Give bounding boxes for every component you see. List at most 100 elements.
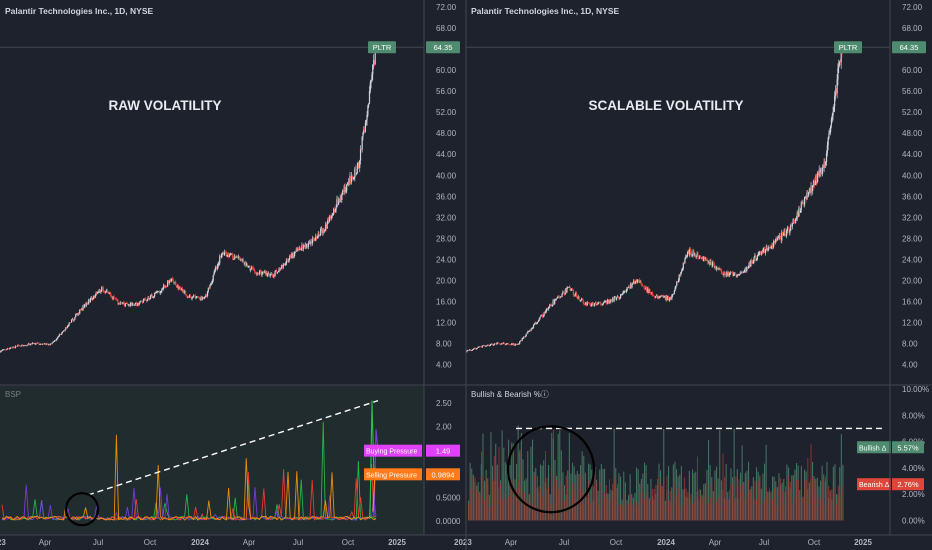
price-axis-label: 8.00 bbox=[436, 340, 452, 349]
bearish-bar bbox=[557, 489, 559, 521]
candle-body bbox=[311, 238, 314, 244]
candle-body bbox=[735, 273, 737, 277]
candle-body bbox=[795, 218, 797, 224]
bearish-bar bbox=[791, 503, 793, 521]
candle-body bbox=[739, 272, 741, 275]
bearish-bar bbox=[583, 502, 585, 521]
time-axis-label: Oct bbox=[610, 538, 623, 547]
bullish-bar bbox=[525, 478, 527, 521]
candle-body bbox=[83, 305, 85, 308]
candle-body bbox=[92, 295, 95, 299]
candle-body bbox=[579, 300, 581, 301]
candle-body bbox=[298, 249, 300, 250]
candle-body bbox=[803, 202, 805, 205]
candle-body bbox=[18, 345, 20, 346]
candle-body bbox=[112, 296, 114, 299]
volatility-watermark: SCALABLE VOLATILITY bbox=[589, 98, 744, 113]
candle-body bbox=[263, 271, 265, 273]
bearish-bar bbox=[741, 483, 743, 521]
candle-body bbox=[523, 336, 525, 339]
candle-body bbox=[76, 314, 78, 315]
candle-body bbox=[650, 292, 652, 294]
bearish-bar bbox=[633, 500, 634, 521]
price-axis-label: 16.00 bbox=[902, 297, 923, 306]
candle-body bbox=[487, 345, 489, 346]
bearish-bar bbox=[637, 505, 639, 521]
candle-body bbox=[838, 61, 841, 66]
candle-body bbox=[2, 349, 4, 351]
candle-body bbox=[79, 309, 81, 314]
candle-body bbox=[584, 304, 586, 306]
candle-body bbox=[640, 281, 642, 284]
indicator-badge bbox=[857, 478, 891, 491]
candle-body bbox=[62, 331, 65, 332]
candle-body bbox=[650, 292, 653, 294]
candle-body bbox=[629, 284, 631, 289]
bullish-bar bbox=[557, 433, 559, 521]
candle-body bbox=[332, 213, 334, 216]
candle-body bbox=[825, 152, 828, 162]
bearish-bar bbox=[644, 498, 646, 521]
bullish-bar bbox=[570, 473, 572, 521]
price-axis-label: 4.00 bbox=[436, 361, 452, 370]
candle-body bbox=[475, 348, 478, 350]
bearish-bar bbox=[482, 476, 484, 521]
candle-body bbox=[203, 297, 205, 299]
candle-body bbox=[472, 349, 474, 350]
candle-body bbox=[269, 275, 271, 276]
candle-body bbox=[684, 258, 686, 263]
candle-body bbox=[284, 264, 286, 266]
candle-body bbox=[214, 270, 216, 273]
bearish-bar bbox=[479, 496, 481, 521]
bullish-bar bbox=[575, 474, 577, 521]
bullish-bar bbox=[775, 481, 777, 521]
candle-body bbox=[789, 230, 791, 233]
bearish-bar bbox=[561, 481, 562, 521]
candle-body bbox=[276, 272, 279, 273]
bearish-bar bbox=[621, 506, 623, 521]
candle-body bbox=[57, 335, 60, 337]
candle-body bbox=[571, 289, 573, 291]
bearish-bar bbox=[805, 480, 807, 521]
bearish-bar bbox=[829, 489, 831, 521]
candle-body bbox=[823, 162, 825, 168]
candle-body bbox=[681, 270, 683, 273]
candle-body bbox=[281, 264, 284, 268]
bearish-bar bbox=[477, 492, 479, 521]
candle-body bbox=[497, 342, 500, 344]
candle-body bbox=[803, 197, 806, 205]
bearish-bar bbox=[655, 485, 657, 521]
candle-body bbox=[768, 247, 770, 250]
price-axis-label: 28.00 bbox=[902, 234, 923, 243]
candle-body bbox=[206, 291, 209, 297]
price-axis-label: 32.00 bbox=[902, 213, 923, 222]
bearish-bar bbox=[553, 429, 554, 521]
candle-body bbox=[535, 322, 537, 325]
candle-body bbox=[127, 304, 129, 306]
bearish-bar bbox=[602, 497, 604, 521]
candle-body bbox=[673, 290, 675, 294]
candle-body bbox=[101, 287, 103, 292]
bearish-bar bbox=[546, 477, 548, 521]
bearish-bar bbox=[529, 495, 530, 521]
candle-body bbox=[272, 275, 275, 277]
candle-body bbox=[292, 253, 294, 258]
indicator-axis-label: 8.00% bbox=[902, 411, 925, 420]
candle-body bbox=[607, 299, 609, 304]
candle-body bbox=[821, 168, 823, 175]
bullish-bar bbox=[636, 467, 638, 521]
candle-body bbox=[247, 266, 249, 268]
candle-body bbox=[250, 266, 253, 270]
candle-body bbox=[89, 299, 91, 303]
candle-body bbox=[100, 291, 102, 293]
candle-body bbox=[808, 188, 811, 193]
candle-body bbox=[779, 235, 781, 237]
bearish-bar bbox=[636, 502, 638, 521]
candle-body bbox=[35, 343, 37, 345]
candle-body bbox=[660, 295, 662, 297]
candle-body bbox=[199, 298, 201, 301]
candle-body bbox=[7, 348, 9, 349]
candle-body bbox=[195, 297, 197, 299]
candle-body bbox=[588, 303, 590, 304]
candle-body bbox=[524, 336, 527, 337]
